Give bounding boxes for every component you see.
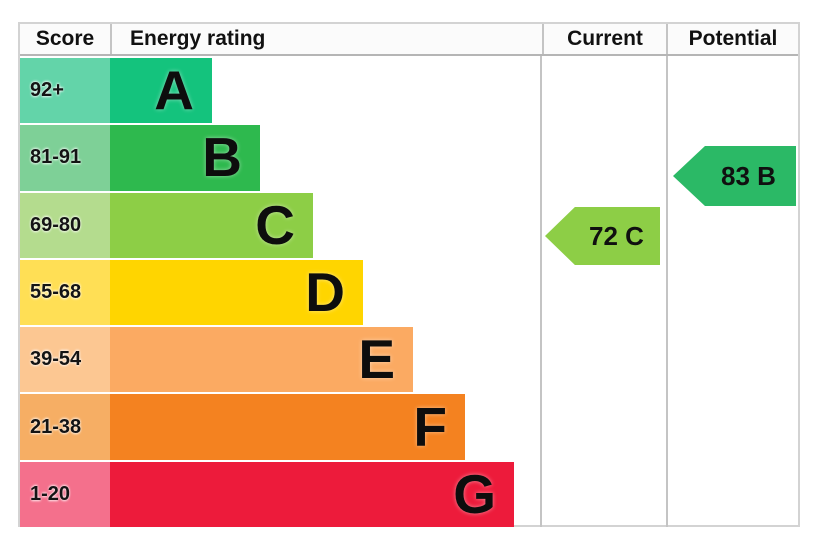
rating-letter-a: A — [154, 59, 194, 122]
score-range-f: 21-38 — [20, 394, 110, 460]
current-column-divider — [540, 56, 542, 527]
energy-rating-header: Energy rating — [110, 24, 542, 54]
rating-bar-b: B — [110, 125, 260, 191]
potential-column-divider — [666, 56, 668, 527]
epc-table: Score Energy rating Current Potential 92… — [18, 22, 800, 527]
score-range-b: 81-91 — [20, 125, 110, 191]
potential-header: Potential — [666, 24, 798, 54]
rating-letter-b: B — [202, 126, 242, 189]
band-row-b: 81-91 B — [20, 123, 798, 191]
band-row-g: 1-20 G — [20, 459, 798, 527]
band-row-d: 55-68 D — [20, 257, 798, 326]
rating-bar-c: C — [110, 192, 313, 258]
rating-letter-g: G — [453, 462, 496, 525]
rating-bar-d: D — [110, 259, 363, 326]
rating-letter-e: E — [358, 328, 395, 391]
band-row-f: 21-38 F — [20, 392, 798, 460]
score-range-a: 92+ — [20, 58, 110, 124]
rating-bar-f: F — [110, 394, 465, 460]
score-range-c: 69-80 — [20, 192, 110, 258]
chart-body: 92+ A 81-91 B 69-80 C 55-68 D 39-54 E 21… — [20, 56, 798, 527]
score-range-d: 55-68 — [20, 259, 110, 326]
header-row: Score Energy rating Current Potential — [20, 24, 798, 56]
rating-bar-g: G — [110, 461, 514, 527]
band-row-e: 39-54 E — [20, 325, 798, 393]
rating-bar-a: A — [110, 58, 212, 124]
score-header: Score — [35, 27, 95, 50]
rating-letter-f: F — [413, 395, 447, 458]
band-row-a: 92+ A — [20, 56, 798, 124]
score-range-g: 1-20 — [20, 461, 110, 527]
current-header: Current — [542, 24, 666, 54]
rating-letter-d: D — [305, 260, 345, 323]
rating-bar-e: E — [110, 327, 413, 393]
rating-letter-c: C — [255, 193, 295, 256]
score-range-e: 39-54 — [20, 327, 110, 393]
band-row-c: 69-80 C — [20, 190, 798, 258]
